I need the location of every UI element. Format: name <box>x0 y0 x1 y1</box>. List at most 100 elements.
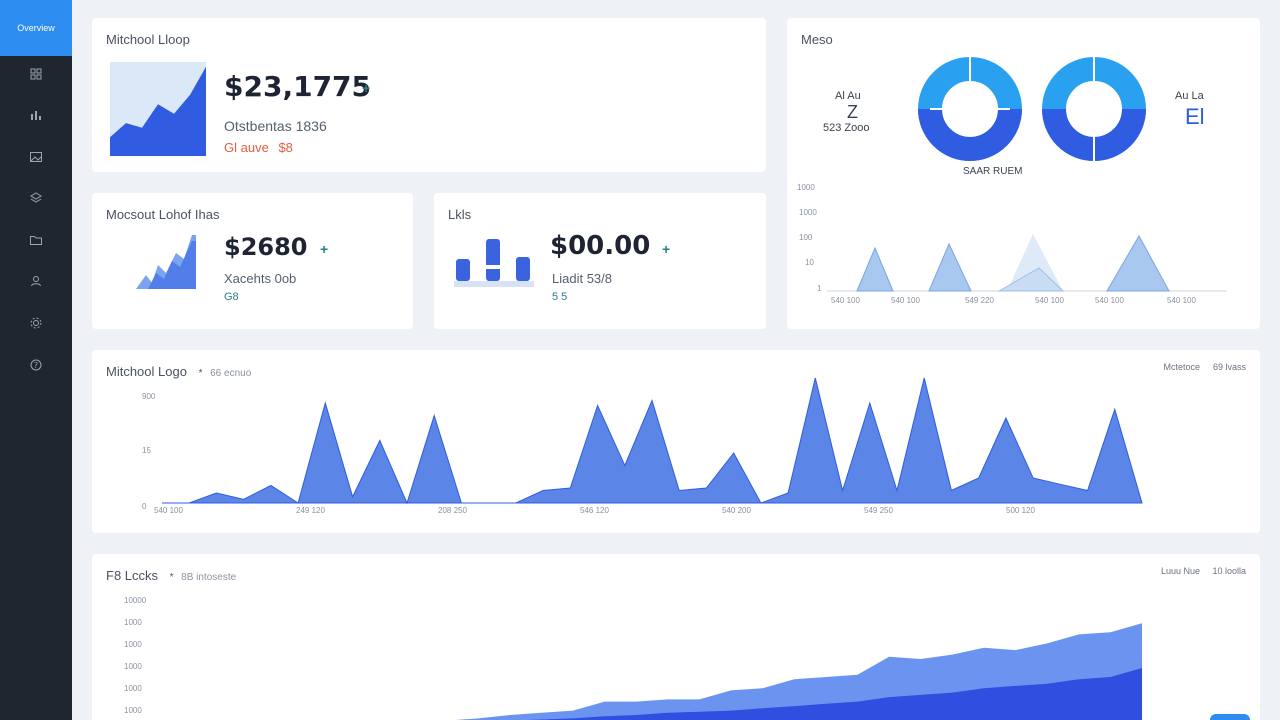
peak <box>1106 234 1170 292</box>
traffic-area-series <box>162 377 1143 505</box>
donut-left-glyph: Z <box>847 102 858 122</box>
x-tick-label: 546 120 <box>580 506 609 515</box>
sparkline-area <box>110 66 206 156</box>
bar <box>456 259 470 281</box>
y-tick-label: 1000 <box>124 662 142 671</box>
revenue-sub: Otstbentas 1836 <box>224 118 327 134</box>
trend-up-icon: + <box>320 241 329 257</box>
x-tick-label: 540 200 <box>722 506 751 515</box>
tick-label: 549 220 <box>965 296 994 305</box>
x-tick-label: 549 250 <box>864 506 893 515</box>
donut-right-label: Au La <box>1175 90 1204 102</box>
tick-label: 1000 <box>799 208 817 217</box>
donut-chart-1 <box>918 57 1022 161</box>
visits-area-2 <box>148 241 196 289</box>
x-tick-label: 500 120 <box>1006 506 1035 515</box>
sales-value: $00.00 <box>550 231 651 261</box>
donut-left-label: Al Au <box>835 90 861 102</box>
mini-area-chart <box>827 234 1227 292</box>
image-icon[interactable] <box>0 139 72 175</box>
sales-bars <box>454 239 534 287</box>
card-title-text: F8 Lccks <box>106 568 159 583</box>
peak <box>997 267 1065 292</box>
bar <box>486 239 500 281</box>
x-tick-label: 249 120 <box>296 506 325 515</box>
donut-right-glyph: El <box>1185 104 1205 129</box>
tick-label: 10 <box>805 258 814 267</box>
y-tick-label: 1000 <box>124 640 142 649</box>
revenue-sparkline <box>110 62 206 156</box>
y-tick-label: 1000 <box>124 618 142 627</box>
visits-change: G8 <box>224 291 239 303</box>
x-tick-label: 208 250 <box>438 506 467 515</box>
tick-label: 1000 <box>797 183 815 192</box>
legend-label[interactable]: Mctetoce <box>1163 362 1200 372</box>
growth-card: F8 Lccks * 8B intoseste Luuu Nue 10 lool… <box>92 554 1260 720</box>
card-title-mark: * <box>198 368 203 379</box>
revenue-card: Mitchool Lloop $23,1775 + Otstbentas 183… <box>92 18 766 172</box>
sidebar: Overview ? <box>0 0 72 720</box>
peak <box>928 242 972 292</box>
users-icon[interactable] <box>0 263 72 299</box>
legend-label[interactable]: 10 loolla <box>1212 566 1246 576</box>
revenue-change-value: $8 <box>278 140 293 155</box>
grid-icon[interactable] <box>0 56 72 92</box>
card-title-mark: * <box>169 572 174 583</box>
help-icon[interactable]: ? <box>0 347 72 383</box>
card-title: Lkls <box>448 207 472 222</box>
card-title: Mitchool Lloop <box>106 32 190 47</box>
trend-up-icon: + <box>362 80 371 96</box>
svg-text:?: ? <box>34 361 38 370</box>
growth-area-chart <box>455 623 1142 720</box>
card-title-text: Mitchool Logo <box>106 364 187 379</box>
revenue-change-label: Gl auve <box>224 140 269 155</box>
visits-chart <box>136 235 196 289</box>
y-tick-label: 1000 <box>124 706 142 715</box>
folder-icon[interactable] <box>0 222 72 258</box>
sidebar-item-overview[interactable]: Overview <box>0 0 72 56</box>
trend-up-icon: + <box>662 241 671 257</box>
peak <box>856 246 894 292</box>
y-tick-label: 900 <box>142 392 156 401</box>
y-tick-label: 10000 <box>124 596 147 605</box>
donut-card: Meso Al Au Z 523 Zooo Au La El SAAR RUEM… <box>787 18 1260 329</box>
legend-label[interactable]: Luuu Nue <box>1160 566 1200 576</box>
tick-label: 540 100 <box>1167 296 1196 305</box>
sales-change: 5 5 <box>552 291 568 303</box>
chat-button[interactable] <box>1210 714 1250 720</box>
x-tick-label: 540 100 <box>154 506 183 515</box>
bar <box>516 257 530 281</box>
tick-label: 1 <box>817 284 822 293</box>
card-subtitle: 8B intoseste <box>181 572 237 583</box>
sales-sub: Liadit 53/8 <box>552 271 612 286</box>
tick-label: 540 100 <box>1035 296 1064 305</box>
layers-icon[interactable] <box>0 180 72 216</box>
settings-icon[interactable] <box>0 305 72 341</box>
tick-label: 100 <box>799 233 813 242</box>
tick-label: 540 100 <box>831 296 860 305</box>
y-tick-label: 15 <box>142 446 151 455</box>
visits-sub: Xacehts 0ob <box>224 271 297 286</box>
chart-icon[interactable] <box>0 97 72 133</box>
donut-left-value: 523 Zooo <box>823 122 870 134</box>
sidebar-item-label: Overview <box>17 23 55 33</box>
bar-base <box>454 281 534 287</box>
card-title: F8 Lccks * 8B intoseste <box>106 568 236 583</box>
card-subtitle: 66 ecnuo <box>210 368 252 379</box>
tick-label: 540 100 <box>891 296 920 305</box>
y-tick-label: 1000 <box>124 684 142 693</box>
sales-card: Lkls $00.00 + Liadit 53/8 5 5 <box>434 193 766 329</box>
traffic-area-chart <box>162 377 1143 505</box>
legend-label[interactable]: 69 lvass <box>1212 362 1246 372</box>
y-tick-label: 0 <box>142 502 147 511</box>
donut-caption: SAAR RUEM <box>963 166 1023 177</box>
growth-series-2 <box>526 668 1142 720</box>
card-title: Mocsout Lohof Ihas <box>106 207 220 222</box>
donut-chart-2 <box>1042 57 1146 161</box>
donut-ring-bottom <box>918 108 1022 161</box>
peak-ghost <box>1007 234 1063 291</box>
card-title: Meso <box>801 32 833 47</box>
bar-gap <box>478 265 508 269</box>
tick-label: 540 100 <box>1095 296 1124 305</box>
card-title: Mitchool Logo * 66 ecnuo <box>106 364 251 379</box>
